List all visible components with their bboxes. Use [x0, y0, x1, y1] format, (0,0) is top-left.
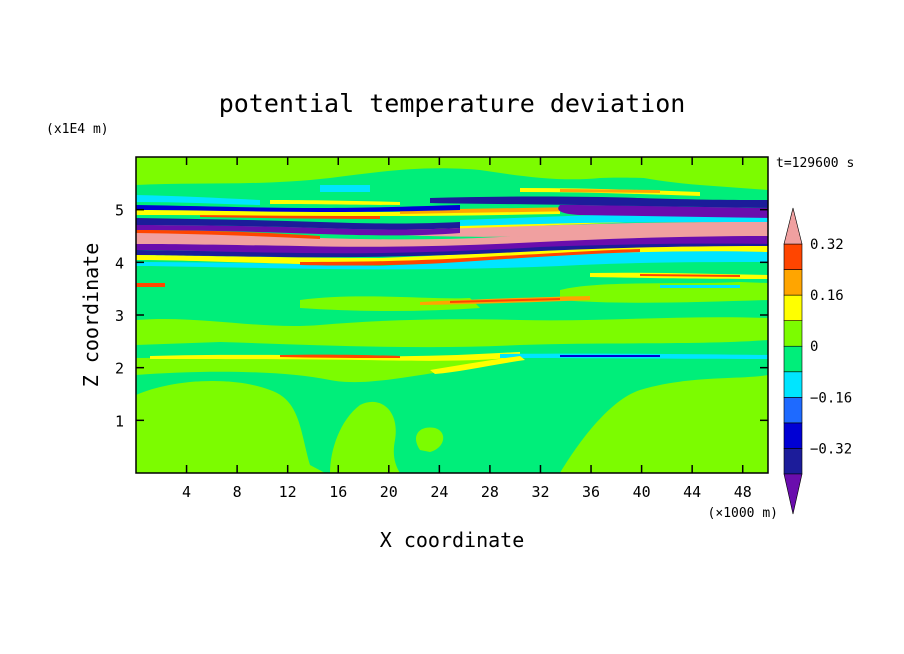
- y-tick-label: 4: [115, 254, 124, 272]
- colorbar-segment: [783, 269, 803, 296]
- upper-yellow-mid: [136, 209, 560, 216]
- colorbar: 0.32 0.16 0 −0.16 −0.32: [783, 207, 852, 515]
- colorbar-label: 0: [810, 339, 818, 355]
- upper-yellow-56: [270, 200, 400, 205]
- layer-z22: [280, 354, 400, 358]
- colorbar-segment: [783, 397, 803, 424]
- y-tick-label: 2: [115, 360, 124, 378]
- colorbar-label: −0.32: [810, 441, 852, 457]
- colorbar-segment: [783, 371, 803, 398]
- time-label: t=129600 s: [776, 156, 854, 171]
- x-tick-label: 28: [481, 483, 499, 501]
- contour-field: [136, 157, 768, 473]
- colorbar-segment: [783, 243, 803, 270]
- chart-title: potential temperature deviation: [219, 89, 686, 118]
- y-unit-label: (x1E4 m): [46, 122, 109, 137]
- x-tick-label: 40: [633, 483, 651, 501]
- region-positive-low: [136, 400, 275, 473]
- x-tick-label: 4: [182, 483, 191, 501]
- layer-z32: [450, 298, 560, 303]
- x-tick-label: 24: [430, 483, 448, 501]
- colorbar-min-arrow: [783, 473, 803, 515]
- upper-blue-5b: [430, 196, 768, 208]
- region-positive-top: [560, 157, 768, 190]
- upper-orange-55: [560, 189, 660, 193]
- upper-cyan-5: [136, 195, 260, 205]
- region-positive-mid: [136, 356, 510, 383]
- colorbar-label: −0.16: [810, 390, 852, 406]
- region-positive-mid: [300, 296, 480, 311]
- x-tick-label: 32: [531, 483, 549, 501]
- x-axis: 4 8 12 16 20 24 28 32 36 40 44 48: [182, 157, 752, 501]
- upper-orange: [300, 249, 640, 266]
- y-axis: 1 2 3 4 5: [115, 202, 768, 430]
- colorbar-segment: [783, 320, 803, 347]
- region-positive-low: [330, 401, 400, 473]
- x-tick-label: 16: [329, 483, 347, 501]
- layer-z37: [660, 285, 740, 288]
- x-tick-label: 20: [380, 483, 398, 501]
- upper-cyan: [136, 250, 768, 270]
- colorbar-label: 0.32: [810, 237, 844, 253]
- upper-pink-wide: [380, 222, 768, 237]
- y-axis-label: Z coordinate: [79, 243, 103, 388]
- colorbar-segment: [783, 294, 803, 321]
- layer-z22: [560, 355, 660, 357]
- x-tick-label: 36: [582, 483, 600, 501]
- upper-orange-mid: [400, 207, 580, 214]
- x-unit-label: (×1000 m): [708, 506, 778, 521]
- region-positive-mid: [136, 317, 768, 348]
- region-positive-low: [650, 405, 768, 473]
- upper-purple-5: [558, 205, 768, 218]
- colorbar-max-arrow: [783, 207, 803, 245]
- y-tick-label: 1: [115, 412, 124, 430]
- upper-blue-5: [136, 205, 460, 212]
- upper-cyan-55: [320, 185, 370, 192]
- colorbar-segment: [783, 422, 803, 449]
- upper-red-line: [136, 230, 320, 239]
- colorbar-segment: [783, 448, 803, 475]
- upper-blue-mid: [136, 218, 460, 230]
- layer-z22b: [430, 356, 525, 374]
- y-tick-label: 3: [115, 307, 124, 325]
- x-tick-label: 48: [734, 483, 752, 501]
- x-tick-label: 12: [279, 483, 297, 501]
- layer-z35: [136, 283, 165, 287]
- region-positive-low: [415, 427, 444, 452]
- x-tick-label: 8: [233, 483, 242, 501]
- upper-purple-mid: [136, 225, 460, 236]
- x-tick-label: 44: [683, 483, 701, 501]
- colorbar-label: 0.16: [810, 288, 844, 304]
- y-tick-label: 5: [115, 202, 124, 220]
- layer-z36: [640, 274, 740, 277]
- x-axis-label: X coordinate: [380, 528, 525, 552]
- colorbar-segment: [783, 345, 803, 373]
- upper-yellow: [136, 244, 768, 265]
